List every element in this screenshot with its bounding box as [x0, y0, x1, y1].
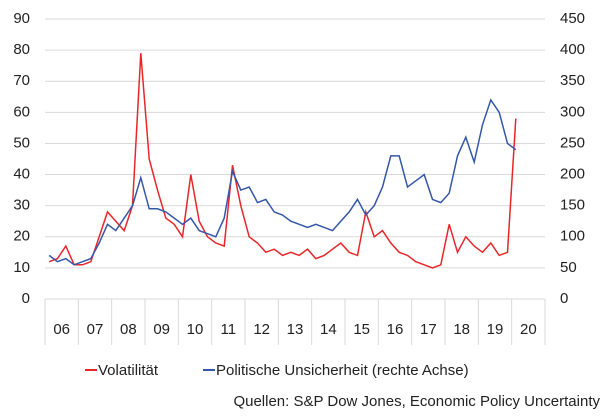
x-tick-label: 06 — [53, 321, 70, 338]
x-tick-label: 16 — [387, 321, 404, 338]
x-tick-label: 09 — [153, 321, 170, 338]
x-tick-label: 19 — [487, 321, 504, 338]
y-tick-label: 50 — [13, 134, 30, 151]
x-tick-label: 08 — [120, 321, 137, 338]
y-tick-label: 70 — [13, 72, 30, 89]
y2-tick-label: 200 — [560, 166, 585, 183]
x-tick-label: 17 — [420, 321, 437, 338]
y2-tick-label: 350 — [560, 72, 585, 89]
legend-label: Volatilität — [98, 362, 159, 379]
y2-tick-label: 400 — [560, 41, 585, 58]
y2-tick-label: 250 — [560, 134, 585, 151]
y2-tick-label: 50 — [560, 259, 577, 276]
y-tick-label: 40 — [13, 166, 30, 183]
y-tick-label: 80 — [13, 41, 30, 58]
x-tick-label: 07 — [87, 321, 104, 338]
x-tick-label: 18 — [453, 321, 470, 338]
y-tick-label: 30 — [13, 197, 30, 214]
y2-tick-label: 0 — [560, 290, 568, 307]
y-tick-label: 0 — [22, 290, 30, 307]
y2-tick-label: 300 — [560, 103, 585, 120]
x-tick-label: 11 — [221, 321, 237, 338]
legend-label: Politische Unsicherheit (rechte Achse) — [216, 362, 469, 379]
x-tick-label: 15 — [353, 321, 370, 338]
x-tick-label: 20 — [520, 321, 537, 338]
y2-tick-label: 150 — [560, 197, 585, 214]
y2-tick-label: 450 — [560, 10, 585, 27]
x-tick-label: 12 — [253, 321, 270, 338]
x-tick-label: 13 — [287, 321, 304, 338]
source: Quellen: S&P Dow Jones, Economic Policy … — [233, 393, 600, 410]
series-line — [48, 98, 517, 266]
y2-tick-label: 100 — [560, 228, 585, 245]
x-tick-label: 10 — [187, 321, 204, 338]
y-tick-label: 20 — [13, 228, 30, 245]
series-line — [48, 53, 517, 269]
y-tick-label: 60 — [13, 103, 30, 120]
x-tick-label: 14 — [320, 321, 337, 338]
y-tick-label: 10 — [13, 259, 30, 276]
y-tick-label: 90 — [13, 10, 30, 27]
